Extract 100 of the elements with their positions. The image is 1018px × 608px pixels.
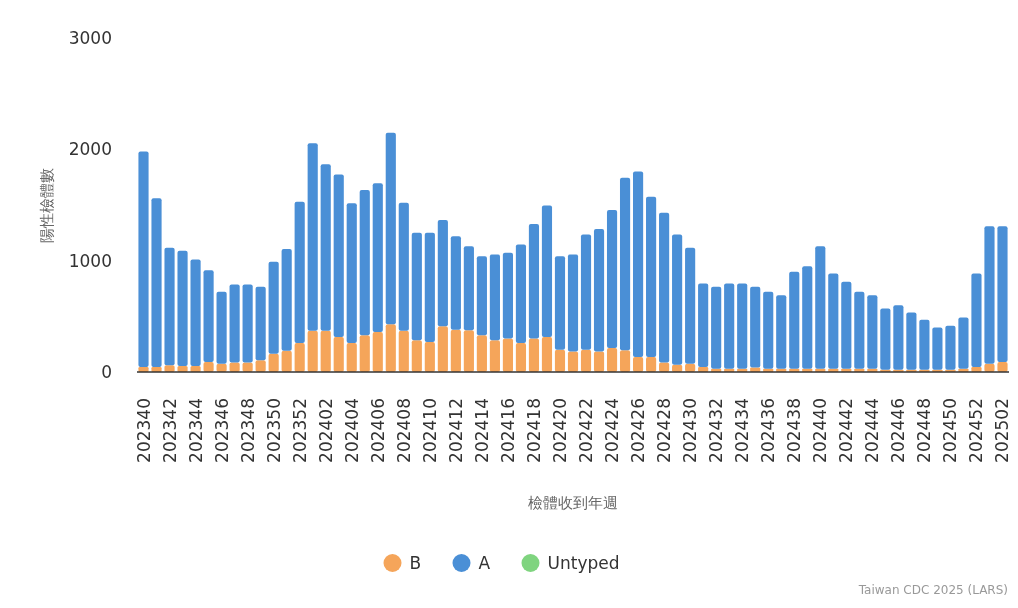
x-tick-label: 202346	[211, 398, 232, 463]
bar	[606, 210, 618, 349]
x-tick-label: 202436	[758, 398, 779, 463]
bar	[906, 312, 917, 370]
x-tick-label: 202502	[992, 398, 1013, 463]
bar	[333, 174, 344, 337]
x-tick-label: 202440	[810, 398, 831, 463]
x-tick-label: 202416	[497, 398, 518, 463]
bar	[346, 343, 357, 372]
bar	[398, 330, 409, 372]
legend-label: B	[409, 553, 422, 573]
bar	[841, 281, 852, 369]
bar	[593, 228, 605, 352]
x-tick-label: 202352	[289, 398, 310, 463]
x-tick-label: 202404	[341, 398, 362, 463]
bar	[177, 250, 188, 366]
bar	[880, 308, 891, 370]
bar	[424, 232, 435, 342]
bar	[619, 177, 631, 351]
x-tick-label: 202418	[523, 398, 544, 463]
bar	[593, 351, 605, 372]
bar	[567, 254, 579, 352]
bar	[685, 247, 696, 364]
y-axis-title: 陽性檢體數	[38, 167, 56, 243]
bar	[385, 324, 396, 372]
bar	[854, 291, 865, 369]
bar	[281, 350, 292, 372]
text: Taiwan CDC 2025 (LARS)	[857, 583, 1008, 597]
bar	[216, 291, 227, 364]
bar	[476, 256, 487, 336]
bar	[242, 284, 253, 363]
bar	[268, 261, 279, 354]
x-tick-label: 202426	[628, 398, 649, 463]
x-tick-label: 202410	[419, 398, 440, 463]
bar	[932, 327, 943, 370]
x-tick-label: 202432	[706, 398, 727, 463]
bar	[815, 246, 826, 369]
x-tick-label: 202414	[471, 398, 492, 463]
bar	[268, 353, 279, 372]
x-tick-label: 202448	[914, 398, 935, 463]
bar	[659, 212, 670, 363]
bar	[372, 331, 383, 372]
y-tick-label: 2000	[68, 139, 112, 160]
bar	[437, 326, 448, 372]
bar	[541, 336, 553, 372]
bar	[580, 349, 592, 372]
x-tick-label: 202452	[966, 398, 987, 463]
bar	[502, 252, 513, 339]
x-tick-label: 202450	[940, 398, 961, 463]
bar	[698, 283, 709, 367]
bar	[737, 283, 748, 369]
bar	[893, 305, 904, 370]
bar	[151, 198, 162, 367]
bar	[502, 338, 513, 372]
bar	[359, 189, 370, 336]
bar	[307, 330, 318, 372]
bar	[580, 234, 592, 350]
bar	[164, 247, 175, 366]
x-tick-label: 202408	[393, 398, 414, 463]
bar	[463, 246, 474, 331]
bar	[476, 335, 487, 372]
bar	[437, 220, 448, 327]
legend-label: Untyped	[547, 553, 620, 573]
bar	[190, 259, 201, 366]
bar	[789, 271, 800, 369]
x-tick-label: 202428	[654, 398, 675, 463]
bar	[828, 273, 839, 369]
bar	[346, 203, 357, 344]
bar	[997, 226, 1008, 362]
bar	[294, 343, 305, 372]
bar	[633, 356, 644, 372]
x-tick-label: 202412	[445, 398, 466, 463]
bar	[320, 330, 331, 372]
x-tick-label: 202344	[185, 398, 206, 463]
bar	[724, 283, 735, 369]
bar	[424, 341, 435, 372]
bar	[489, 254, 500, 341]
bar	[255, 286, 266, 361]
bar	[372, 183, 383, 332]
bar	[203, 270, 214, 362]
bar	[945, 325, 956, 370]
x-tick-label: 202340	[133, 398, 154, 463]
bar	[867, 295, 878, 369]
bar	[541, 205, 553, 337]
bar	[463, 330, 474, 372]
bar	[385, 132, 396, 325]
bar	[450, 329, 461, 372]
bar	[450, 236, 461, 330]
bar	[646, 356, 657, 372]
x-tick-label: 202402	[315, 398, 336, 463]
bar	[619, 350, 631, 372]
bar	[294, 201, 305, 344]
bar	[919, 319, 930, 370]
bar	[776, 295, 787, 369]
y-tick-label: 0	[101, 362, 112, 382]
bar	[763, 291, 774, 369]
bar	[307, 143, 318, 331]
bar	[971, 273, 982, 367]
bar	[138, 151, 149, 367]
x-tick-label: 202438	[784, 398, 805, 463]
